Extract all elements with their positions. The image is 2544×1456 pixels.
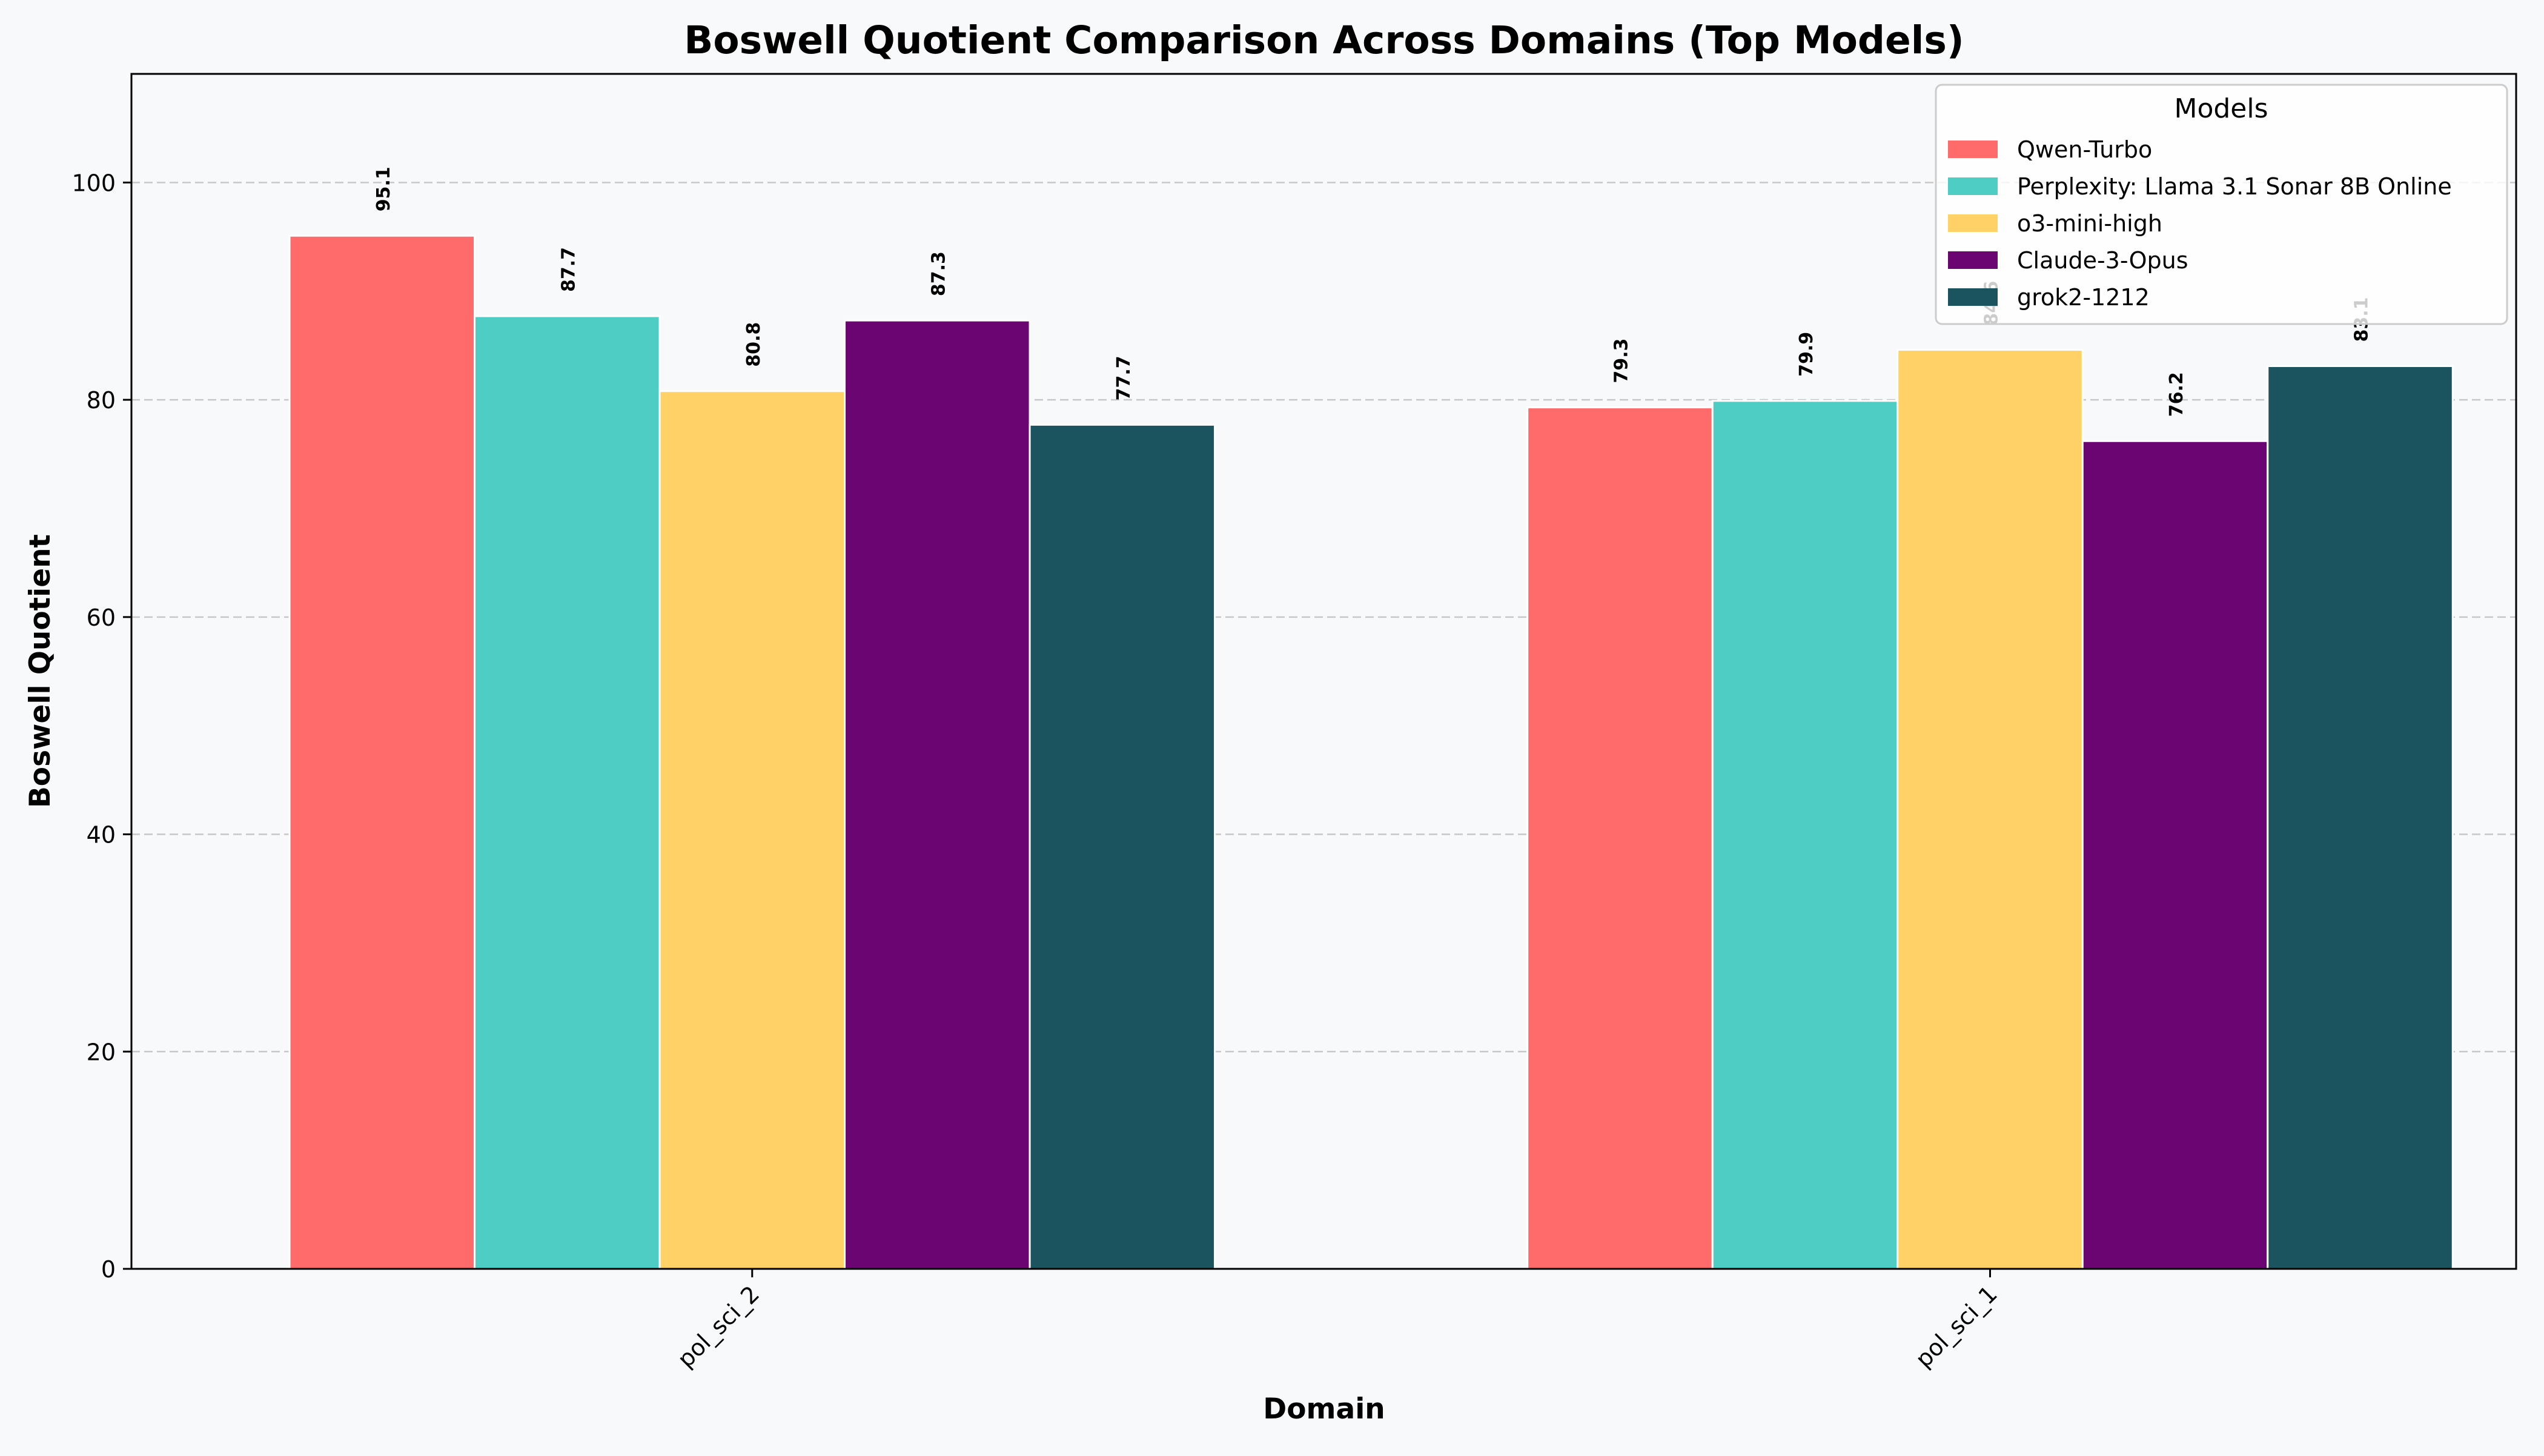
- bar-qwen-turbo-pol_sci_2: [288, 234, 476, 1270]
- legend: Models Qwen-Turbo Perplexity: Llama 3.1 S…: [1935, 84, 2508, 325]
- bar-grok2-1212-pol_sci_1: [2267, 365, 2454, 1270]
- legend-box: [1935, 84, 2508, 325]
- data-label: 95.1: [373, 167, 394, 211]
- y-tick-label: 80: [87, 387, 116, 414]
- legend-swatch: [1948, 251, 1998, 269]
- bars: [288, 234, 2454, 1270]
- y-tick-label: 0: [101, 1256, 116, 1283]
- data-label: 87.7: [558, 247, 579, 292]
- legend-label: o3-mini-high: [2017, 210, 2162, 237]
- bar-qwen-turbo-pol_sci_1: [1526, 406, 1714, 1270]
- legend-swatch: [1948, 288, 1998, 306]
- bar-o3-mini-high-pol_sci_2: [658, 390, 846, 1270]
- y-axis: 0 20 40 60 80 100: [71, 170, 131, 1283]
- data-label: 79.3: [1611, 339, 1632, 383]
- legend-label: grok2-1212: [2017, 284, 2150, 311]
- data-label: 77.7: [1113, 356, 1135, 400]
- data-label: 80.8: [743, 322, 764, 367]
- y-tick-label: 20: [87, 1039, 116, 1065]
- y-tick-label: 100: [71, 170, 116, 196]
- chart-title: Boswell Quotient Comparison Across Domai…: [684, 18, 1964, 62]
- bar-perplexity-llama-3-1-sonar-8b-online-pol_sci_1: [1711, 400, 1899, 1270]
- data-label: 79.9: [1796, 332, 1817, 377]
- bar-o3-mini-high-pol_sci_1: [1896, 349, 2084, 1270]
- y-tick-label: 40: [87, 822, 116, 849]
- data-label: 87.3: [928, 251, 949, 296]
- legend-label: Claude-3-Opus: [2017, 247, 2188, 274]
- bar-claude-3-opus-pol_sci_2: [844, 319, 1031, 1270]
- legend-label: Qwen-Turbo: [2017, 136, 2152, 163]
- plot-frame: [130, 73, 2517, 1270]
- y-tick-label: 60: [87, 604, 116, 631]
- legend-swatch: [1948, 141, 1998, 158]
- legend-swatch: [1948, 177, 1998, 195]
- legend-title: Models: [2174, 93, 2268, 124]
- bar-grok2-1212-pol_sci_2: [1029, 423, 1216, 1270]
- legend-swatch: [1948, 214, 1998, 232]
- data-label: 76.2: [2166, 372, 2187, 417]
- x-axis-title: Domain: [1263, 1392, 1385, 1426]
- bar-perplexity-llama-3-1-sonar-8b-online-pol_sci_2: [474, 315, 661, 1270]
- bar-claude-3-opus-pol_sci_1: [2081, 440, 2269, 1270]
- legend-label: Perplexity: Llama 3.1 Sonar 8B Online: [2017, 173, 2452, 200]
- y-axis-title: Boswell Quotient: [24, 534, 57, 808]
